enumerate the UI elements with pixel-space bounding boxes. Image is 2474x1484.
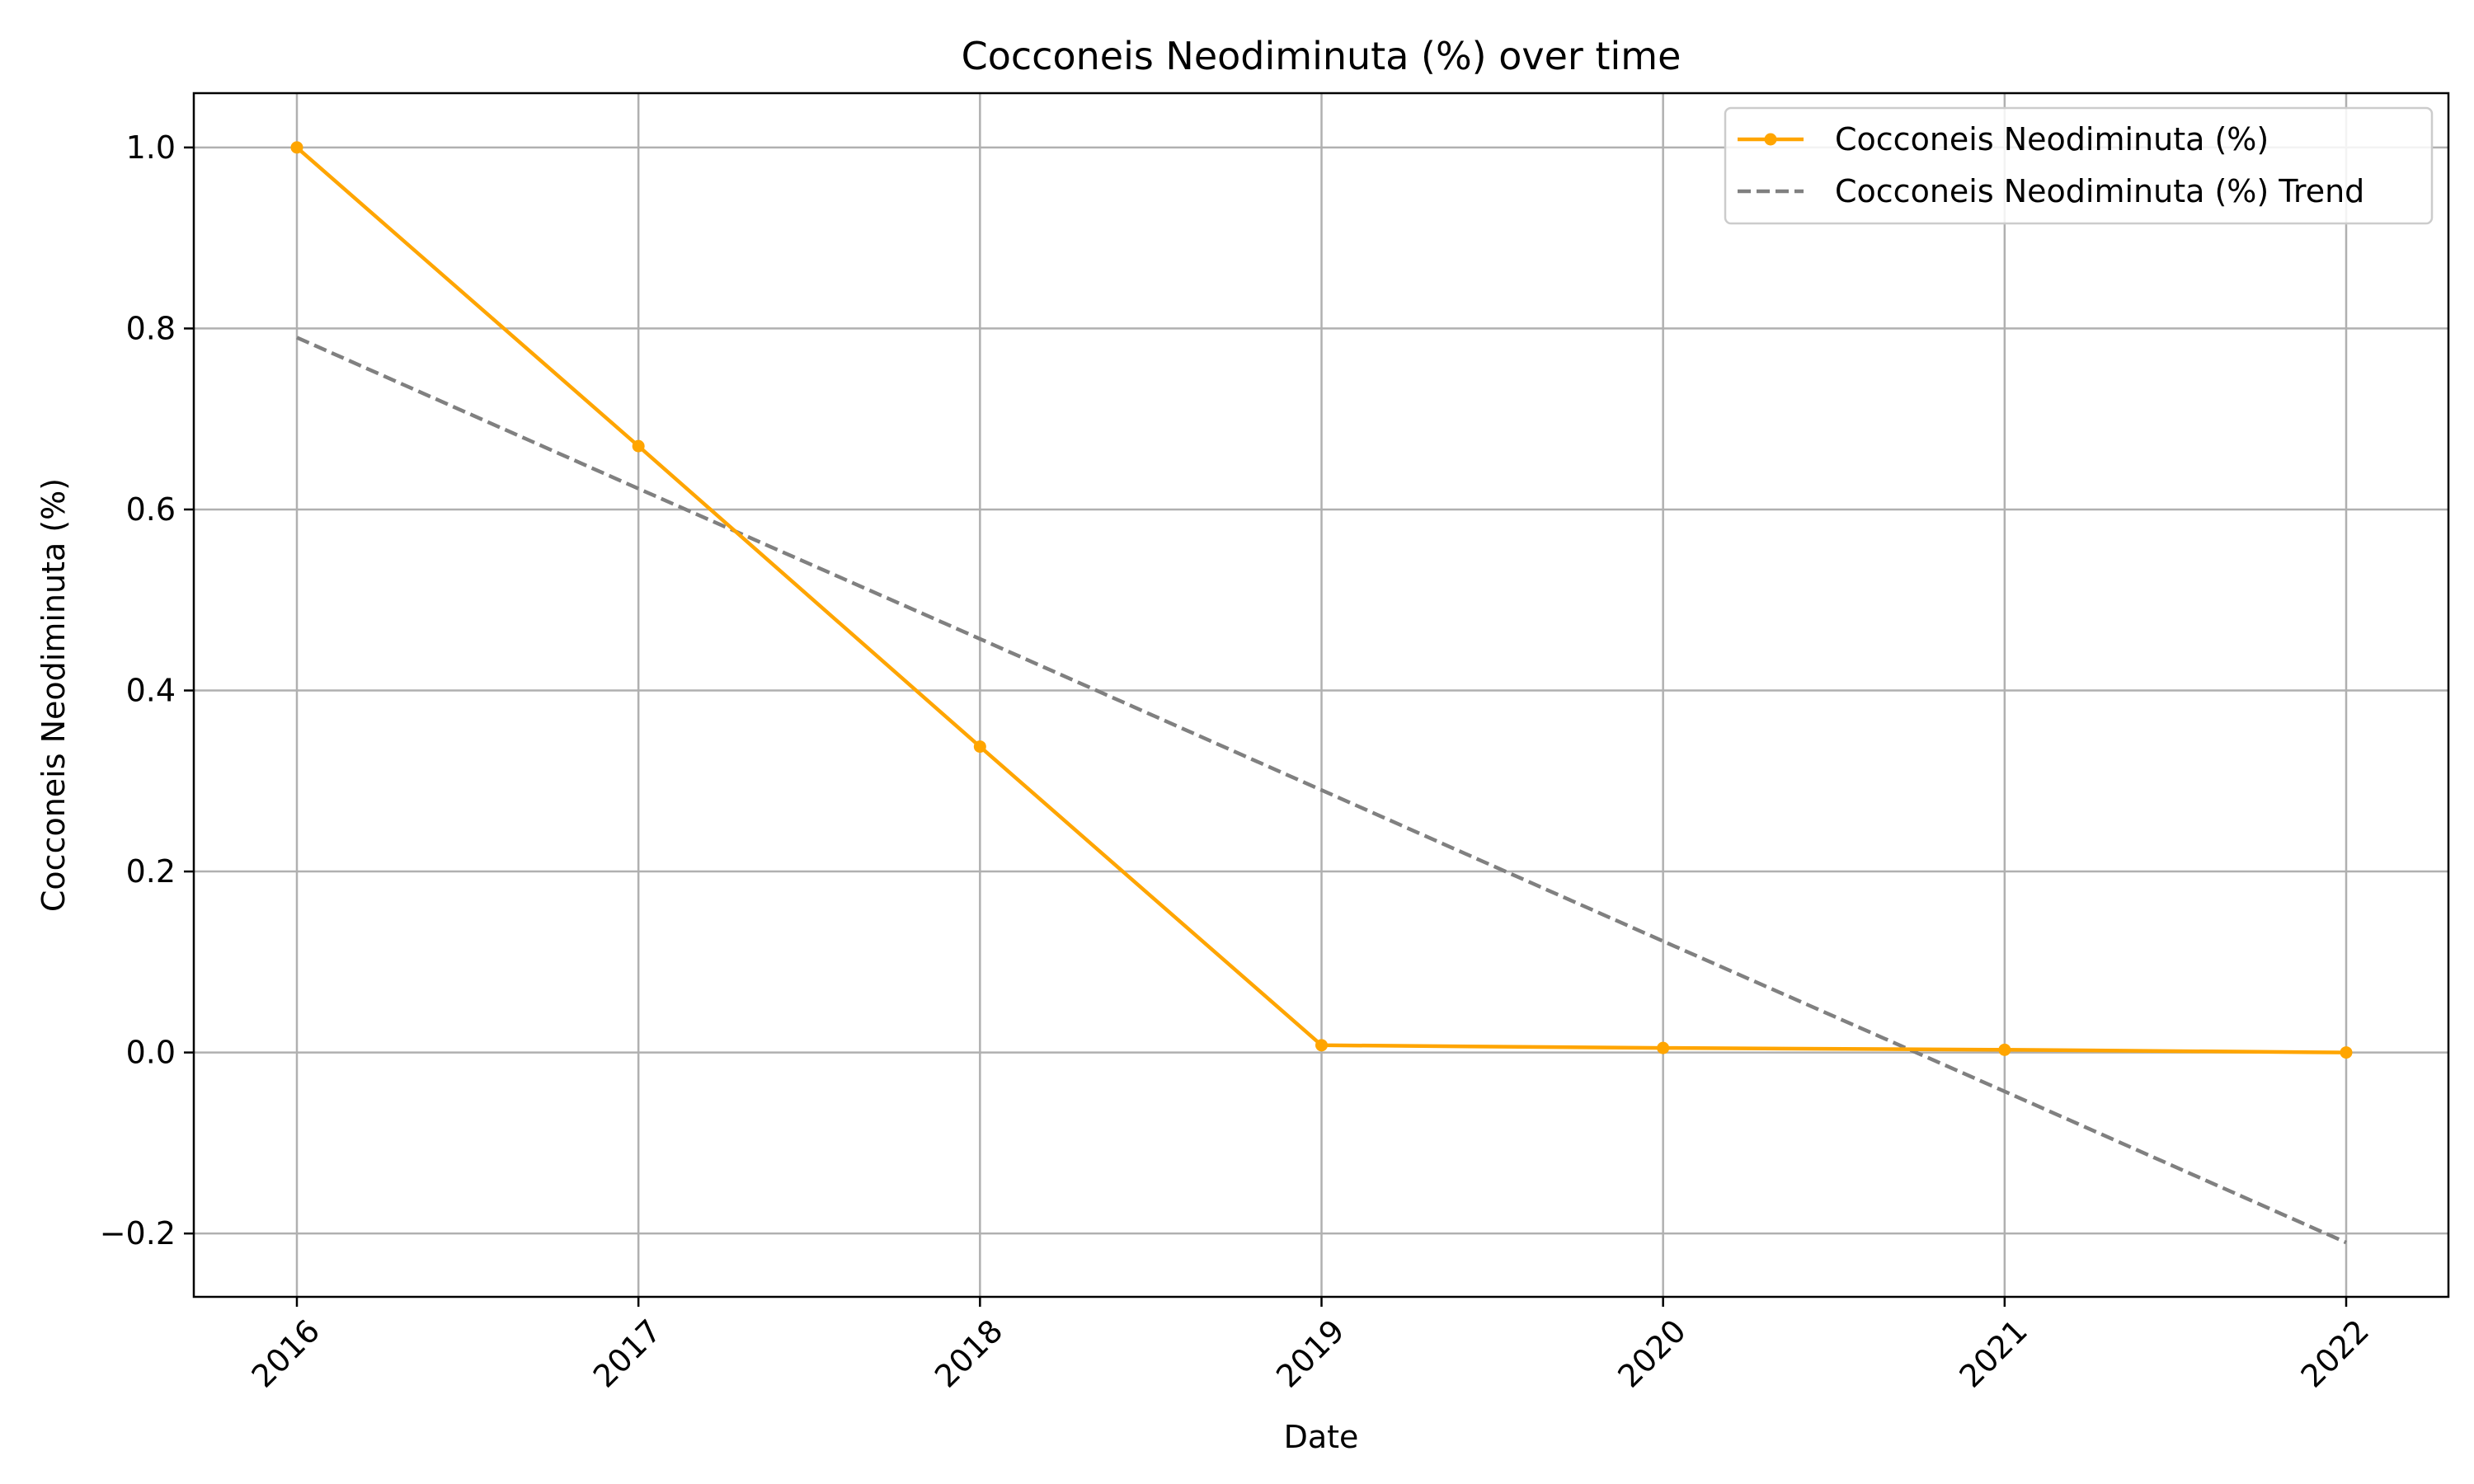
legend-box [1724,106,2434,225]
grid-lines [194,93,2448,1297]
data-point [2340,1046,2353,1059]
data-point [973,740,986,754]
y-tick-label: 1.0 [126,129,176,166]
y-tick-label: 0.8 [126,310,176,346]
chart-title: Cocconeis Neodiminuta (%) over time [962,34,1681,78]
y-tick-label: 0.2 [126,853,176,890]
series-layer [290,141,2353,1245]
y-axis-label: Cocconeis Neodiminuta (%) [35,478,72,912]
data-point [1657,1041,1670,1054]
legend-label: Cocconeis Neodiminuta (%) Trend [1835,173,2364,209]
data-point [1315,1039,1328,1052]
data-point [632,439,645,453]
legend-label: Cocconeis Neodiminuta (%) [1835,121,2269,157]
y-tick-label: 0.6 [126,491,176,528]
data-point [1998,1043,2011,1056]
y-tick-label: −0.2 [100,1215,176,1252]
trend-line [296,336,2347,1245]
x-axis-label: Date [1284,1419,1359,1455]
y-tick-label: 0.0 [126,1035,176,1071]
y-tick-label: 0.4 [126,673,176,709]
legend: Cocconeis Neodiminuta (%) Cocconeis Neodi… [1724,106,2434,225]
data-point [290,141,303,154]
legend-marker [1764,133,1777,146]
